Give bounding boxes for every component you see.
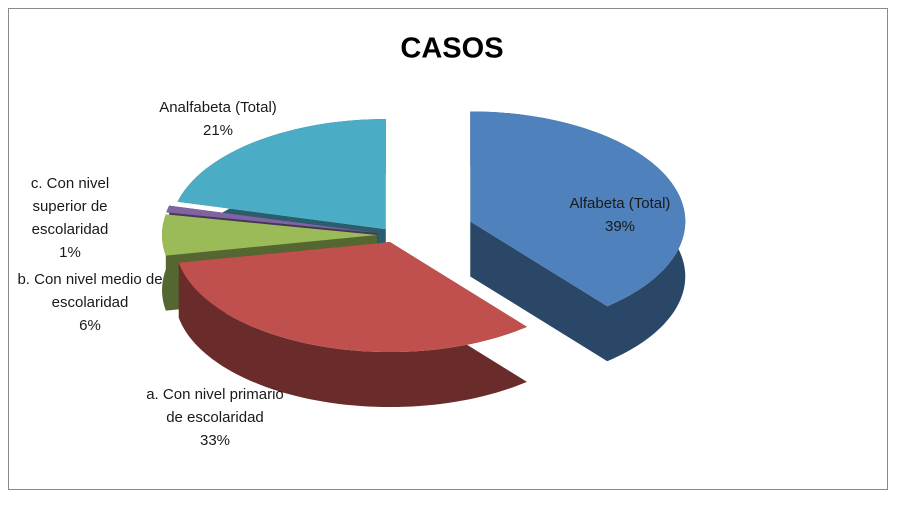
data-label: b. Con nivel medio de escolaridad 6% [10,268,170,337]
value-label: 6% [79,317,101,334]
value-label: 1% [59,244,81,261]
category-label: a. Con nivel primario de escolaridad [146,386,284,426]
slice [162,214,377,256]
slice [177,119,386,230]
chart-border [8,8,888,490]
category-label: Alfabeta (Total) [569,195,671,212]
slice [166,205,378,234]
value-label: 21% [202,122,234,139]
category-label: b. Con nivel medio de escolaridad [17,271,163,311]
data-label: a. Con nivel primario de escolaridad 33% [145,383,285,452]
value-label: 33% [199,432,231,449]
value-label: 39% [604,218,636,235]
slice [178,242,527,353]
chart-title: CASOS [400,33,503,65]
category-label: c. Con nivel superior de escolaridad [30,175,110,238]
slice [470,111,686,307]
category-label: Analfabeta (Total) [159,99,277,116]
data-label: Alfabeta (Total) 39% [540,192,700,238]
data-label: c. Con nivel superior de escolaridad 1% [10,172,130,264]
data-label: Analfabeta (Total) 21% [138,96,298,142]
